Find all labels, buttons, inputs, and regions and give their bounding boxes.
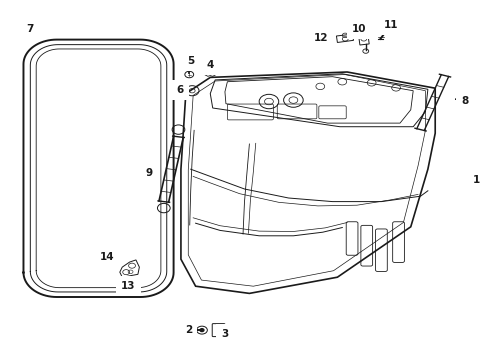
Text: 10: 10 (351, 24, 366, 34)
Text: 13: 13 (121, 281, 135, 291)
Circle shape (200, 329, 203, 332)
Text: 12: 12 (313, 33, 328, 43)
Text: 11: 11 (383, 20, 398, 30)
Text: 7: 7 (26, 24, 36, 34)
Text: 2: 2 (184, 325, 197, 336)
Text: 8: 8 (455, 96, 467, 106)
Text: 9: 9 (145, 168, 153, 178)
Text: 14: 14 (100, 252, 115, 262)
Text: 5: 5 (187, 56, 194, 66)
Text: 3: 3 (220, 329, 228, 339)
Text: 6: 6 (176, 85, 183, 95)
Text: 4: 4 (206, 60, 214, 70)
Text: 1: 1 (472, 175, 479, 185)
